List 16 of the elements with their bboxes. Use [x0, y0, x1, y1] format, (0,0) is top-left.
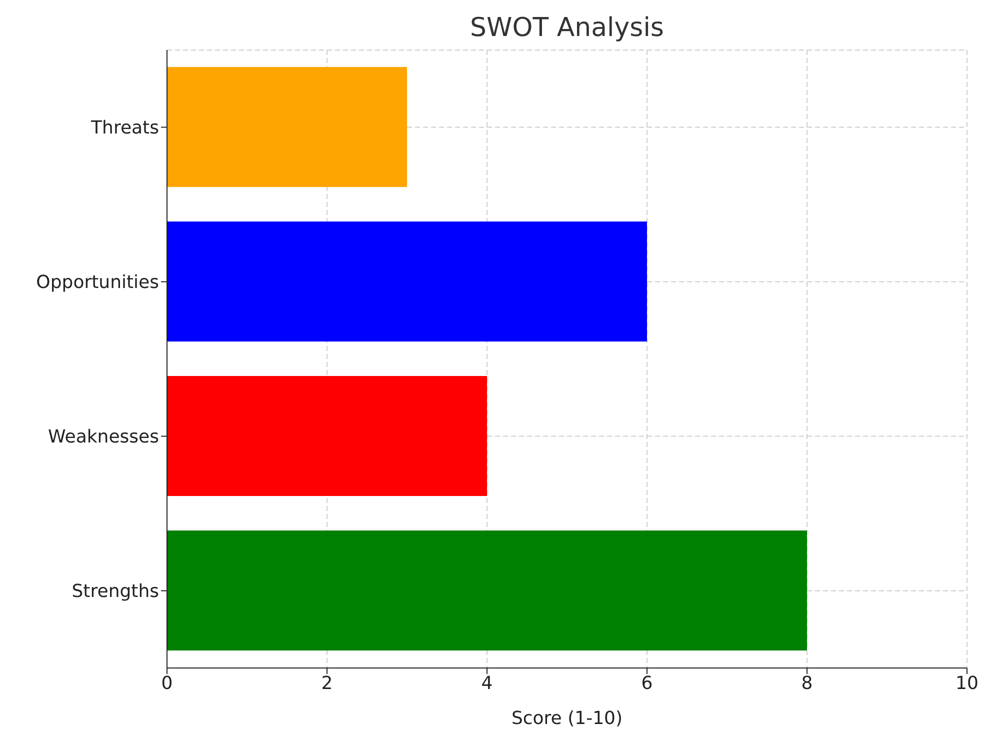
- bar: [167, 376, 487, 496]
- y-tick-label: Strengths: [72, 581, 159, 602]
- x-tick-label: 6: [641, 672, 653, 694]
- bar: [167, 222, 647, 342]
- x-tick-label: 4: [481, 672, 493, 694]
- bar: [167, 530, 807, 650]
- y-tick-label: Weaknesses: [48, 426, 159, 448]
- x-tick-label: 8: [801, 672, 813, 694]
- x-tick-label: 10: [956, 672, 978, 694]
- chart-title: SWOT Analysis: [469, 12, 665, 45]
- bar: [167, 67, 407, 187]
- y-tick-label: Opportunities: [36, 272, 159, 294]
- y-tick-label: Threats: [90, 118, 159, 139]
- x-tick-label: 2: [321, 672, 333, 694]
- x-axis-title: Score (1-10): [511, 708, 623, 729]
- x-tick-label: 0: [161, 672, 173, 694]
